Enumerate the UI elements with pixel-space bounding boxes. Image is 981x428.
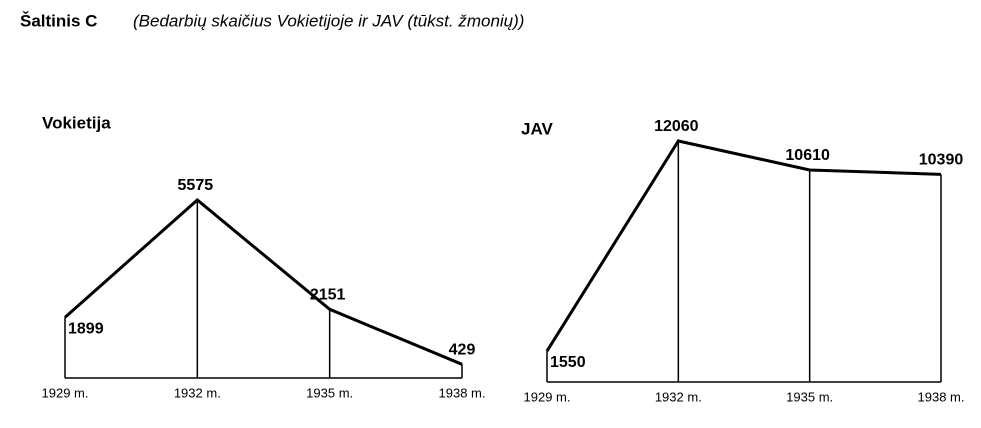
chart-title: Vokietija [42, 113, 111, 132]
x-tick-label: 1935 m. [786, 389, 833, 404]
value-label: 1550 [550, 354, 586, 371]
x-tick-label: 1935 m. [306, 385, 353, 400]
value-label: 1899 [68, 321, 104, 338]
value-label: 5575 [178, 177, 214, 194]
page-title: Šaltinis C [20, 11, 97, 30]
page-subtitle: (Bedarbių skaičius Vokietijoje ir JAV (t… [133, 11, 524, 30]
value-label: 12060 [654, 118, 699, 135]
value-label: 429 [449, 342, 476, 359]
x-tick-label: 1938 m. [918, 389, 965, 404]
data-line [545, 139, 942, 352]
x-tick-label: 1932 m. [174, 385, 221, 400]
x-tick-label: 1938 m. [439, 385, 486, 400]
value-label: 2151 [310, 287, 346, 304]
data-line [64, 198, 463, 366]
x-tick-label: 1929 m. [524, 389, 571, 404]
x-tick-label: 1932 m. [655, 389, 702, 404]
value-label: 10610 [785, 147, 830, 164]
x-tick-label: 1929 m. [42, 385, 89, 400]
value-label: 10390 [919, 152, 964, 169]
chart-title: JAV [521, 119, 553, 138]
